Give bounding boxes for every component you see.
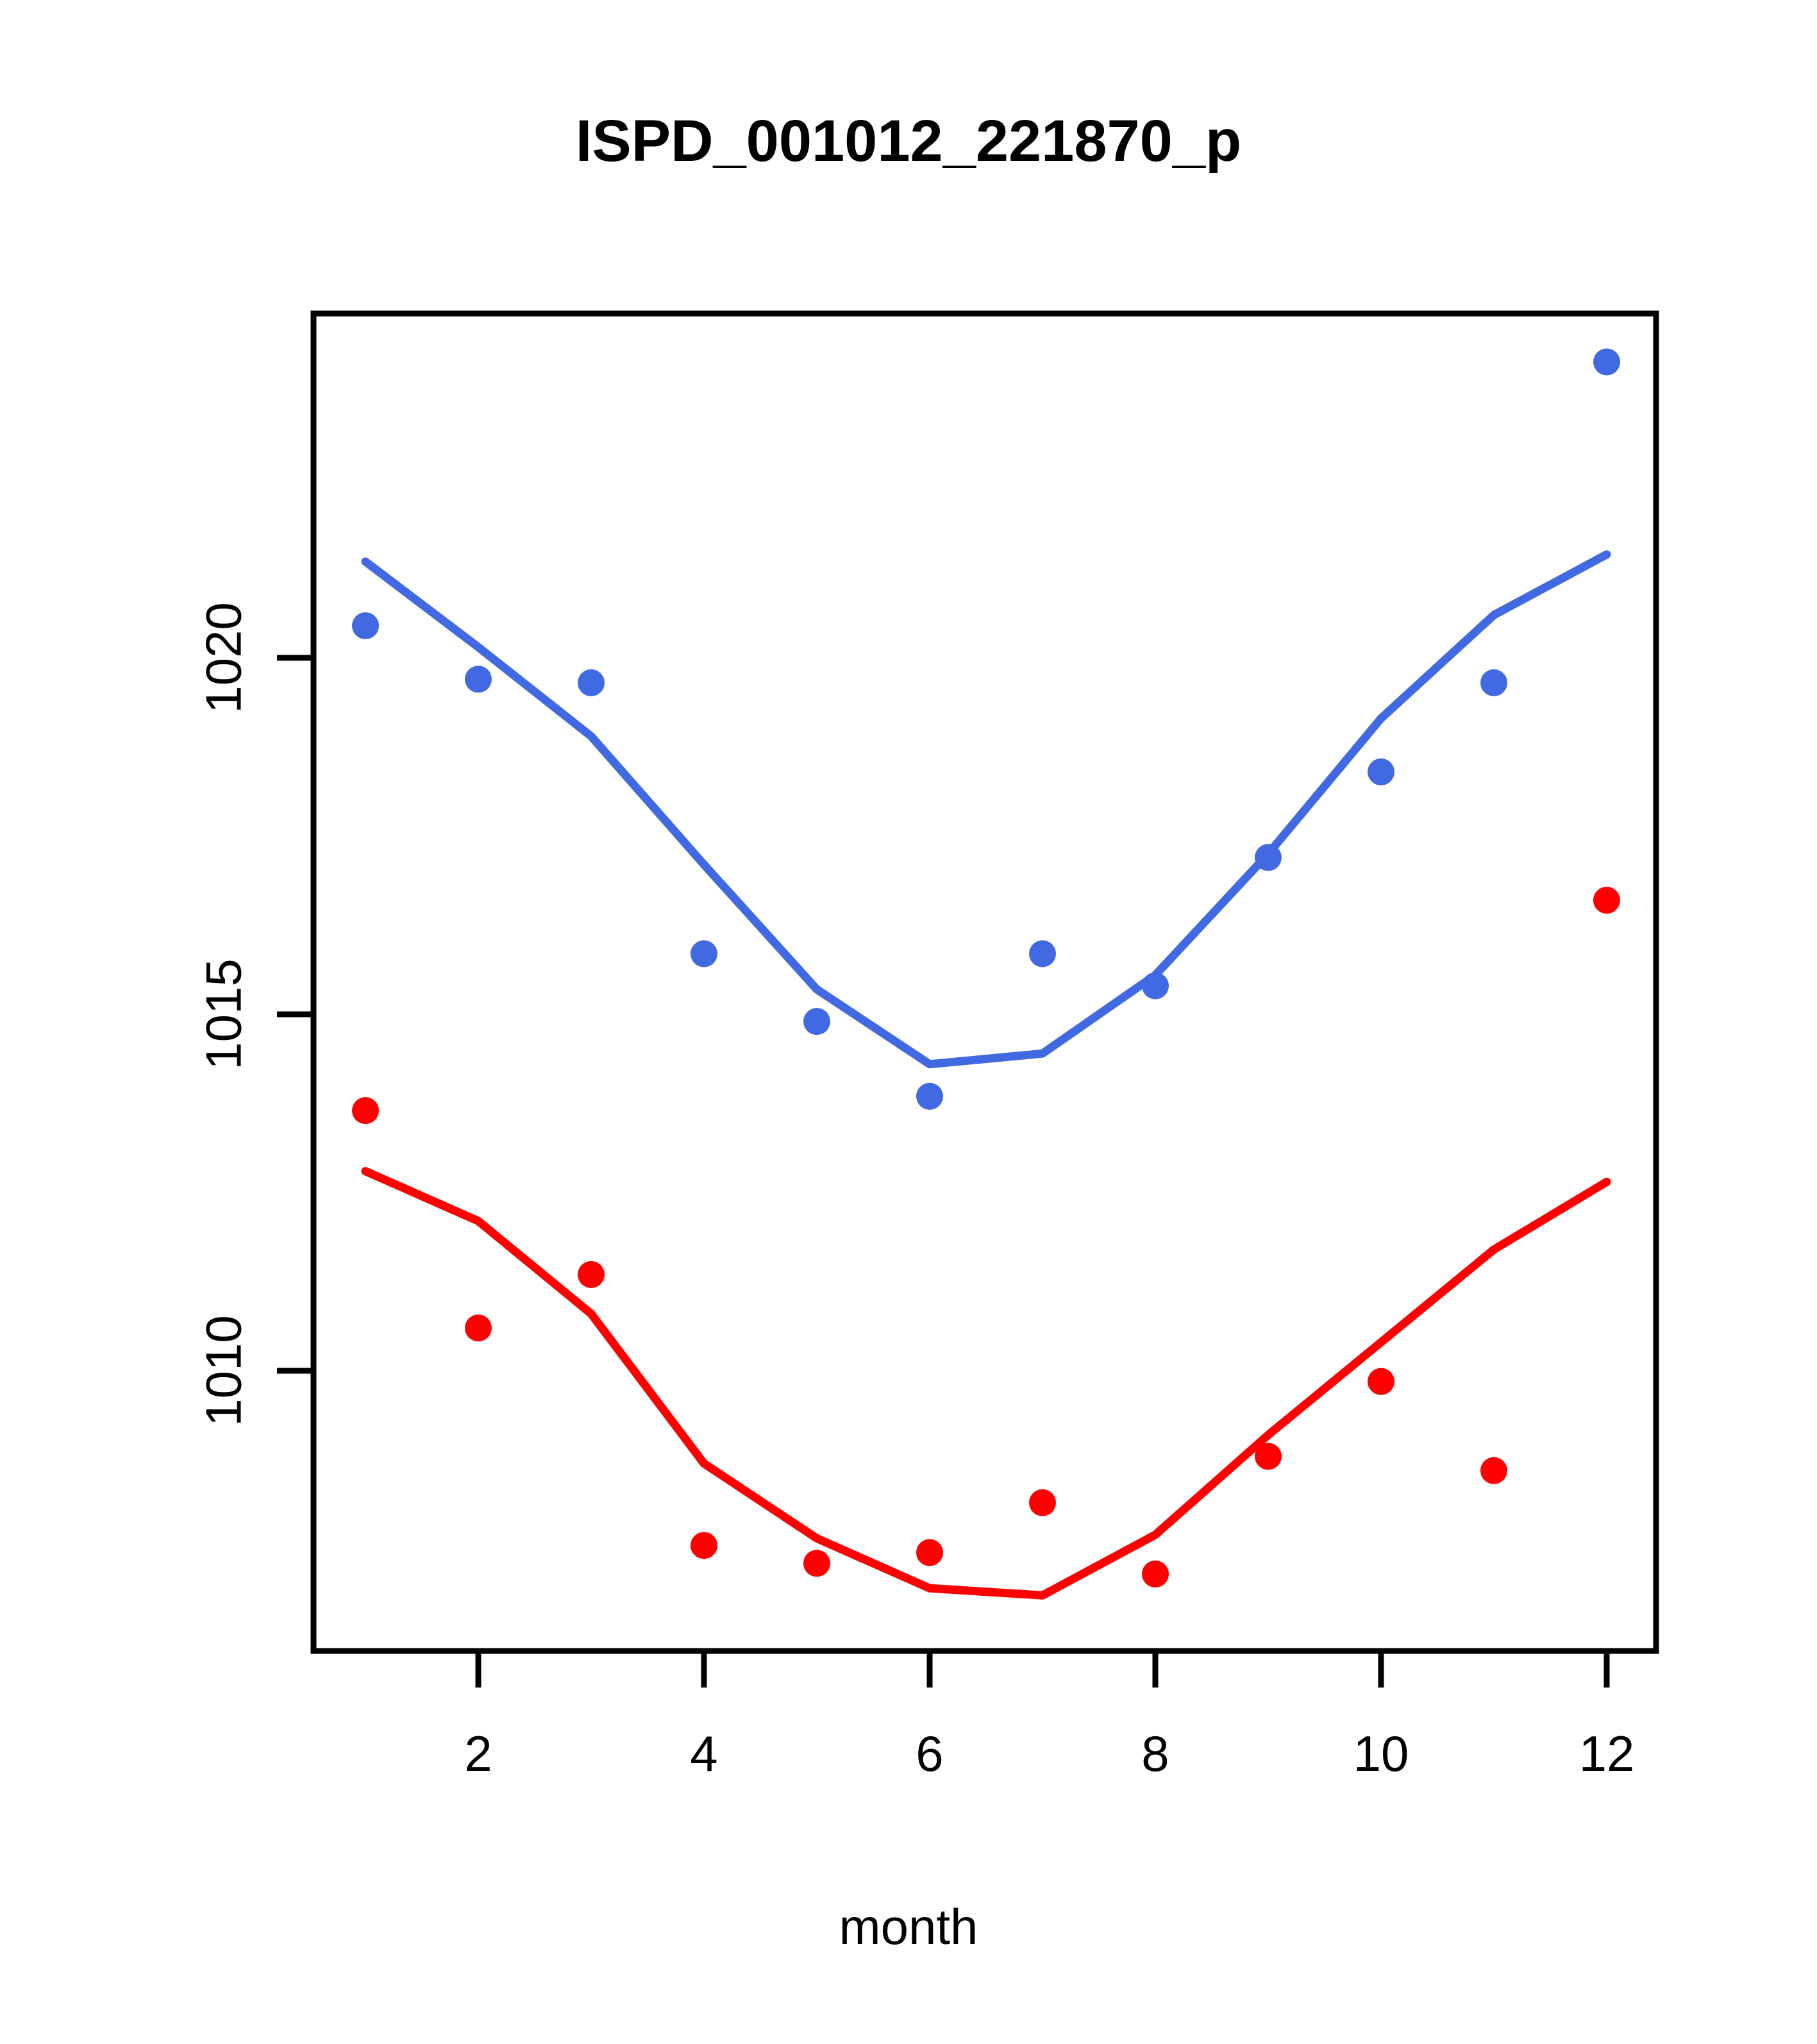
plot-border [310,310,1659,1654]
data-point [465,666,492,693]
data-point [803,1008,830,1035]
data-point [916,1539,943,1566]
data-point [352,1097,379,1125]
data-point [1368,1368,1394,1395]
series-points [352,348,1620,1587]
data-point [465,1314,492,1342]
x-tick-label: 8 [1141,1725,1169,1782]
data-point [578,1261,605,1288]
data-point [1255,1443,1282,1470]
x-tick-label: 4 [690,1725,718,1782]
x-axis-ticks [475,1651,1610,1688]
series-line-blue-line [361,550,1611,1069]
data-point [803,1550,830,1577]
data-point [1368,758,1394,785]
data-point [1029,940,1056,968]
x-tick-label: 10 [1353,1725,1409,1782]
y-tick-label: 1010 [195,1315,252,1427]
x-tick-label: 2 [464,1725,492,1782]
data-point [1029,1489,1056,1516]
data-point [1480,1457,1507,1484]
series-line-red-line [361,1167,1611,1600]
data-point [1142,1560,1169,1587]
page-title: ISPD_001012_221870_p [575,108,1242,174]
data-point [1480,669,1507,696]
data-point [1142,972,1169,1000]
y-tick-label: 1015 [195,959,252,1070]
x-tick-label: 6 [916,1725,944,1782]
data-point [352,612,379,639]
data-point [578,669,605,696]
y-axis-ticks [277,655,314,1374]
data-point [691,1532,717,1559]
x-axis-label: month [839,1898,978,1955]
series-lines [361,550,1611,1600]
data-point [1593,348,1620,376]
x-tick-label: 12 [1578,1725,1635,1782]
data-point [1593,887,1620,914]
data-point [916,1082,943,1110]
data-point [691,940,717,968]
y-tick-label: 1020 [195,602,252,714]
data-point [1255,844,1282,871]
